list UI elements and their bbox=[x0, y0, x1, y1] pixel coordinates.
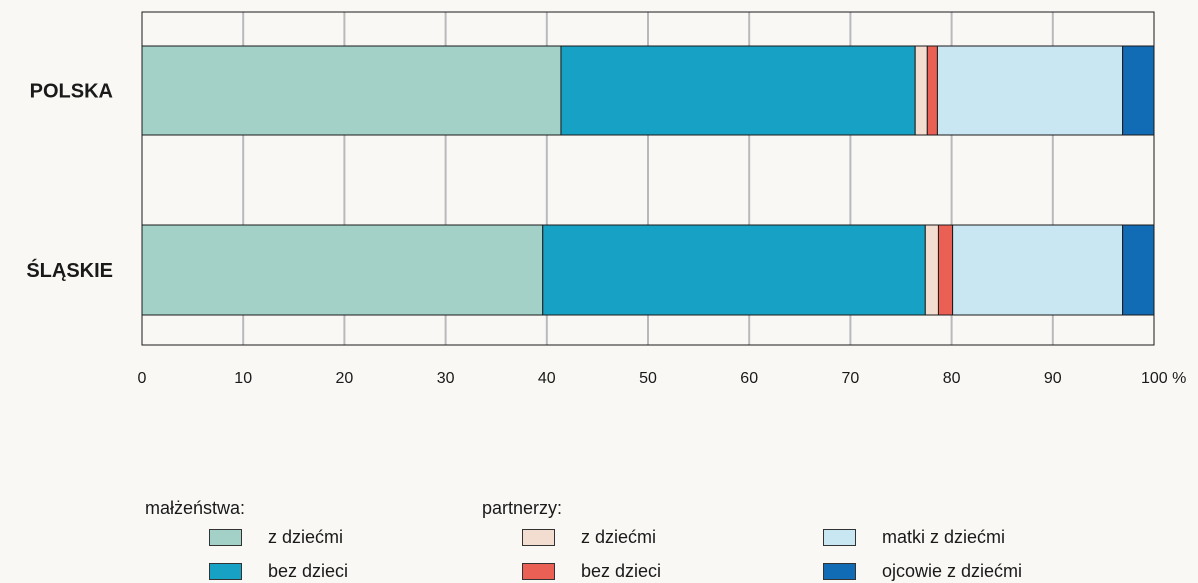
category-label: ŚLĄSKIE bbox=[26, 258, 113, 282]
x-tick-label: 50 bbox=[639, 370, 657, 387]
bar-segment-p_bez bbox=[937, 224, 954, 316]
bar-segment-ojcowie bbox=[1122, 45, 1155, 136]
x-tick-label: 100 % bbox=[1141, 370, 1186, 387]
x-tick-label: 70 bbox=[842, 370, 860, 387]
bar-segment-matki bbox=[936, 45, 1124, 136]
bar-segment-matki bbox=[952, 224, 1124, 316]
plot-frame bbox=[141, 11, 1155, 346]
category-labels: POLSKA ŚLĄSKIE bbox=[26, 81, 113, 283]
bar-segment-ojcowie bbox=[1122, 224, 1155, 316]
x-tick-label: 30 bbox=[437, 370, 455, 387]
category-label: POLSKA bbox=[30, 81, 113, 103]
bar-segment-m_z bbox=[141, 45, 562, 136]
bar-segment-p_z bbox=[914, 45, 928, 136]
x-tick-label: 20 bbox=[336, 370, 354, 387]
bar-segment-m_z bbox=[141, 224, 544, 316]
x-tick-label: 0 bbox=[138, 370, 147, 387]
bars bbox=[141, 45, 1155, 316]
bar-segment-m_bez bbox=[560, 45, 916, 136]
x-tick-labels: 0 10 20 30 40 50 60 70 80 90 100 % bbox=[138, 370, 1187, 387]
bar-segment-m_bez bbox=[542, 224, 926, 316]
x-tick-label: 60 bbox=[740, 370, 758, 387]
bar-segment-p_z bbox=[924, 224, 939, 316]
bar-segment-p_bez bbox=[926, 45, 938, 136]
x-tick-label: 80 bbox=[943, 370, 961, 387]
x-tick-label: 10 bbox=[234, 370, 252, 387]
x-tick-label: 90 bbox=[1044, 370, 1062, 387]
x-tick-label: 40 bbox=[538, 370, 556, 387]
